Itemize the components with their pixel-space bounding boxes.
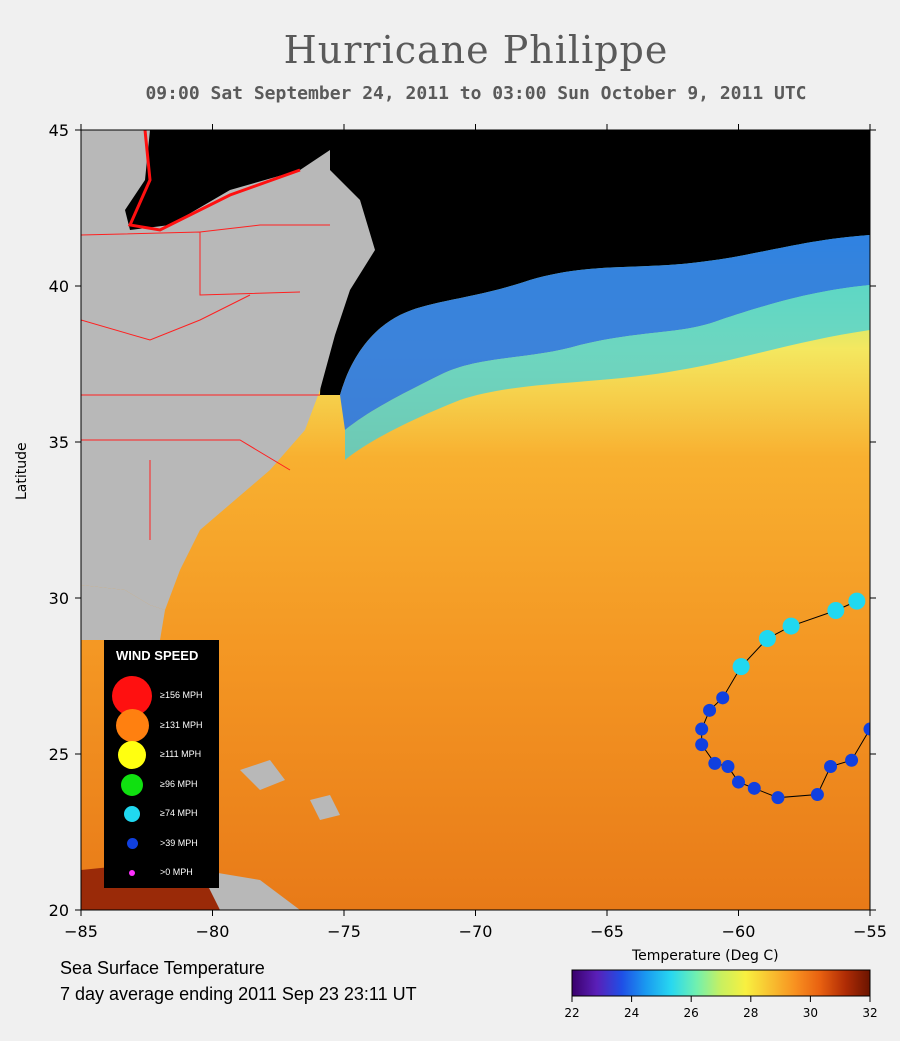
track-point-storm — [747, 781, 761, 795]
no-data-region — [320, 130, 870, 395]
legend-label: ≥111 MPH — [160, 749, 202, 759]
legend-dot — [129, 870, 135, 876]
legend-label: >0 MPH — [160, 867, 193, 877]
y-tick-label: 25 — [49, 745, 69, 764]
canada-border — [127, 130, 301, 232]
legend-dot — [118, 741, 146, 769]
longitude-axis: −85 −80 −75 −70 −65 −60 −55 — [64, 124, 887, 941]
legend-item: ≥74 MPH — [104, 794, 219, 834]
x-tick-label: −80 — [196, 922, 230, 941]
x-tick-label: −65 — [590, 922, 624, 941]
legend-title: WIND SPEED — [116, 648, 199, 663]
cool-water-band — [345, 285, 870, 460]
great-lakes — [110, 130, 330, 230]
legend-dot — [124, 806, 140, 822]
wind-speed-legend: WIND SPEED ≥156 MPH ≥131 MPH ≥111 MPH ≥96 M… — [104, 640, 219, 888]
track-point-hurricane — [848, 592, 866, 610]
colorbar-ticks: 22 24 26 28 30 32 — [564, 996, 878, 1020]
y-tick-label: 45 — [49, 121, 69, 140]
legend-dot — [115, 709, 149, 742]
latitude-axis: 20 25 30 35 40 45 — [49, 121, 876, 920]
legend-dot — [126, 838, 138, 849]
legend-item: >0 MPH — [104, 853, 219, 893]
sst-caption-line-1: Sea Surface Temperature — [60, 958, 265, 978]
storm-track — [695, 592, 870, 805]
track-point-storm — [810, 788, 824, 802]
track-point-storm — [708, 756, 722, 770]
bahamas-islands — [240, 760, 285, 790]
y-tick-label: 20 — [49, 901, 69, 920]
colorbar — [571, 969, 871, 997]
map-title: Hurricane Philippe — [283, 28, 669, 72]
colorbar-tick-label: 24 — [624, 1006, 639, 1020]
x-tick-label: −55 — [853, 922, 887, 941]
track-point-hurricane — [782, 617, 800, 635]
track-point-storm — [771, 791, 785, 805]
y-axis-label: Latitude — [14, 442, 30, 500]
cuba-island — [200, 870, 300, 910]
legend-item: ≥131 MPH — [104, 706, 219, 746]
colorbar-tick-label: 32 — [862, 1006, 877, 1020]
legend-item: >39 MPH — [104, 824, 219, 864]
state-borders — [81, 224, 330, 540]
track-point-storm — [716, 691, 730, 705]
y-tick-label: 40 — [49, 277, 69, 296]
legend-label: >39 MPH — [160, 837, 198, 848]
track-point-storm — [721, 759, 735, 773]
colorbar-tick-label: 30 — [803, 1006, 818, 1020]
track-point-storm — [863, 722, 870, 736]
track-point-storm — [695, 738, 709, 752]
x-tick-label: −70 — [459, 922, 493, 941]
track-point-storm — [732, 775, 745, 789]
track-point-storm — [703, 703, 717, 717]
land-north-america — [81, 130, 375, 610]
legend-item: ≥96 MPH — [104, 765, 219, 805]
legend-item: ≥111 MPH — [104, 735, 219, 775]
x-tick-label: −85 — [64, 922, 98, 941]
colorbar-title: Temperature (Deg C) — [632, 948, 779, 964]
x-tick-label: −60 — [722, 922, 756, 941]
y-tick-label: 30 — [49, 589, 69, 608]
legend-label: ≥74 MPH — [160, 808, 198, 818]
colorbar-tick-label: 22 — [564, 1006, 579, 1020]
colorbar-tick-label: 28 — [743, 1006, 758, 1020]
track-point-storm — [845, 753, 859, 767]
x-tick-label: −75 — [327, 922, 361, 941]
y-tick-label: 35 — [49, 433, 69, 452]
map-subtitle: 09:00 Sat September 24, 2011 to 03:00 Su… — [145, 83, 807, 104]
track-point-storm — [695, 722, 709, 736]
cold-water-band — [340, 235, 870, 430]
legend-label: ≥131 MPH — [160, 719, 203, 730]
colorbar-tick-label: 26 — [684, 1006, 699, 1020]
legend-label: ≥156 MPH — [160, 690, 203, 700]
sst-caption-line-2: 7 day average ending 2011 Sep 23 23:11 U… — [60, 984, 417, 1004]
legend-label: ≥96 MPH — [160, 778, 198, 789]
land-florida — [81, 585, 165, 640]
legend-dot — [121, 773, 143, 796]
track-point-hurricane — [827, 601, 845, 619]
track-point-hurricane — [758, 630, 776, 648]
track-point-storm — [824, 759, 838, 773]
bahamas-islands — [310, 795, 340, 820]
track-point-hurricane — [732, 658, 750, 676]
